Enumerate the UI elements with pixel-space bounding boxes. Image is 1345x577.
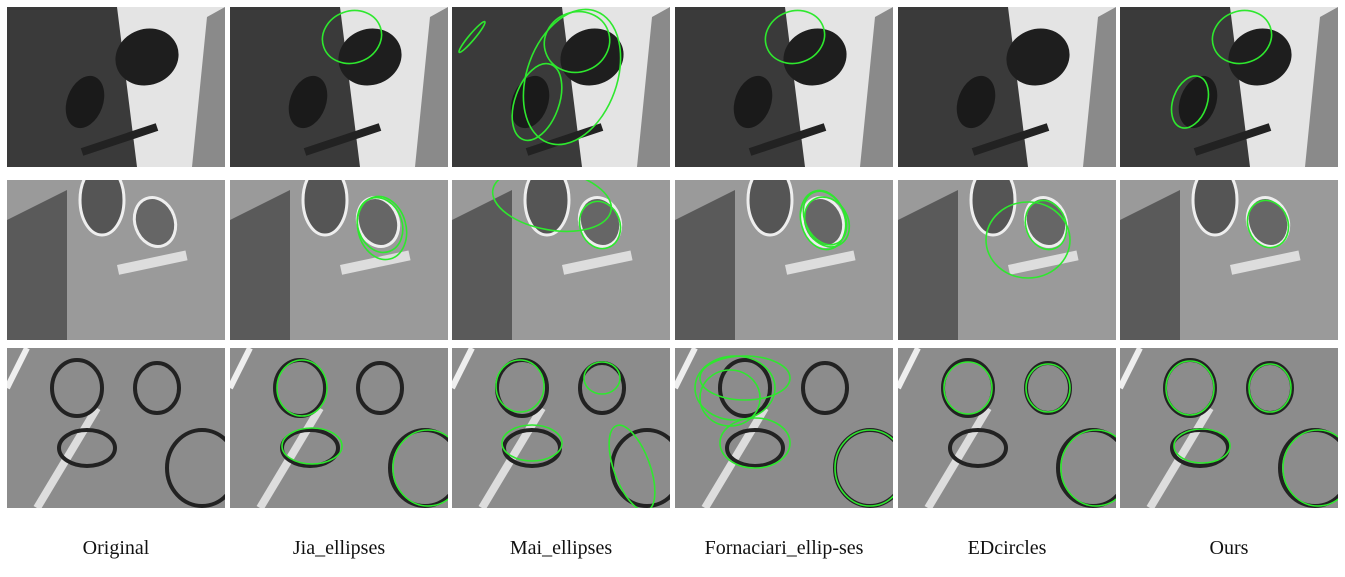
photo bbox=[1120, 348, 1345, 508]
image-grid bbox=[0, 0, 1345, 520]
photo bbox=[898, 7, 1116, 167]
column-label: Mai_ellipses bbox=[476, 518, 646, 577]
ground bbox=[230, 348, 448, 508]
photo bbox=[1120, 165, 1338, 340]
column-label: EDcircles bbox=[922, 518, 1092, 577]
sign bbox=[303, 165, 347, 235]
photo bbox=[452, 348, 682, 516]
column-label: Jia_ellipses bbox=[254, 518, 424, 577]
photo bbox=[675, 2, 893, 167]
photo bbox=[898, 348, 1131, 508]
sign bbox=[80, 165, 124, 235]
photo bbox=[675, 348, 905, 508]
photo bbox=[230, 348, 463, 508]
photo bbox=[7, 165, 225, 340]
column-label: Original bbox=[31, 518, 201, 577]
column-label: Fornaciari_ellip-ses bbox=[699, 518, 869, 577]
photo bbox=[1120, 2, 1338, 167]
photo bbox=[7, 7, 225, 167]
ground bbox=[452, 348, 670, 508]
photo bbox=[898, 165, 1116, 340]
ground bbox=[7, 348, 225, 508]
column-label: Ours bbox=[1144, 518, 1314, 577]
photo bbox=[452, 0, 670, 167]
ground bbox=[898, 348, 1116, 508]
sign bbox=[525, 165, 569, 235]
photo bbox=[230, 2, 448, 167]
photo bbox=[675, 165, 893, 340]
sign bbox=[971, 165, 1015, 235]
photo bbox=[230, 165, 448, 340]
photo bbox=[452, 160, 670, 340]
sign bbox=[748, 165, 792, 235]
sign bbox=[1193, 165, 1237, 235]
figure: Original Jia_ellipses Mai_ellipses Fornacia… bbox=[0, 0, 1345, 577]
ground bbox=[1120, 348, 1338, 508]
photo bbox=[7, 348, 237, 508]
